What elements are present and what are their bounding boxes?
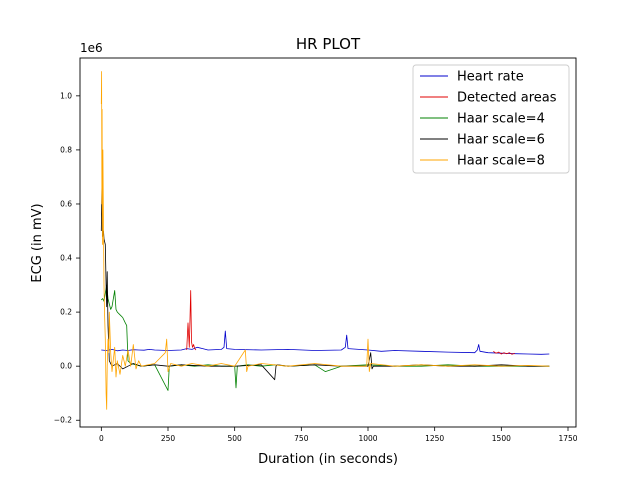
x-tick-label: 1500 bbox=[492, 434, 511, 443]
x-tick-label: 750 bbox=[294, 434, 309, 443]
y-tick-label: 0.6 bbox=[60, 199, 72, 208]
y-offset-label: 1e6 bbox=[80, 41, 103, 55]
series-line-1 bbox=[101, 330, 550, 355]
legend: Heart rate Detected areas Haar scale=4 Haar… bbox=[412, 64, 570, 174]
series-line-2-segment-1 bbox=[186, 290, 197, 351]
x-tick-label: 1750 bbox=[558, 434, 577, 443]
x-tick-label: 0 bbox=[99, 434, 104, 443]
legend-label-2: Detected areas bbox=[457, 91, 557, 106]
y-tick-label: 0.4 bbox=[60, 254, 72, 263]
x-tick-label: 250 bbox=[161, 434, 176, 443]
legend-label-3: Haar scale=4 bbox=[457, 112, 545, 127]
legend-box bbox=[412, 64, 570, 174]
series-line-3 bbox=[101, 284, 550, 391]
chart-title: HR PLOT bbox=[296, 35, 361, 53]
series-line-4 bbox=[100, 187, 550, 381]
y-tick-label: −0.2 bbox=[54, 416, 72, 425]
y-axis-label: ECG (in mV) bbox=[30, 203, 45, 282]
y-tick-label: 0.0 bbox=[60, 362, 72, 371]
series-line-5 bbox=[100, 71, 550, 410]
x-axis: 0 250 500 750 1000 1250 1500 1750 bbox=[99, 427, 578, 443]
x-tick-label: 1000 bbox=[358, 434, 377, 443]
legend-label-1: Heart rate bbox=[457, 70, 524, 85]
x-tick-label: 1250 bbox=[425, 434, 444, 443]
x-tick-label: 500 bbox=[228, 434, 243, 443]
legend-label-5: Haar scale=8 bbox=[457, 154, 545, 169]
plot-frame bbox=[79, 57, 577, 428]
series-layer bbox=[100, 71, 550, 410]
series-line-2-segment-2 bbox=[493, 350, 515, 355]
legend-label-4: Haar scale=6 bbox=[457, 133, 545, 148]
x-axis-label: Duration (in seconds) bbox=[258, 452, 398, 467]
y-axis: −0.2 0.0 0.2 0.4 0.6 0.8 1.0 bbox=[54, 91, 80, 425]
y-tick-label: 0.8 bbox=[60, 145, 72, 154]
y-tick-label: 0.2 bbox=[60, 308, 72, 317]
y-tick-label: 1.0 bbox=[60, 91, 72, 100]
